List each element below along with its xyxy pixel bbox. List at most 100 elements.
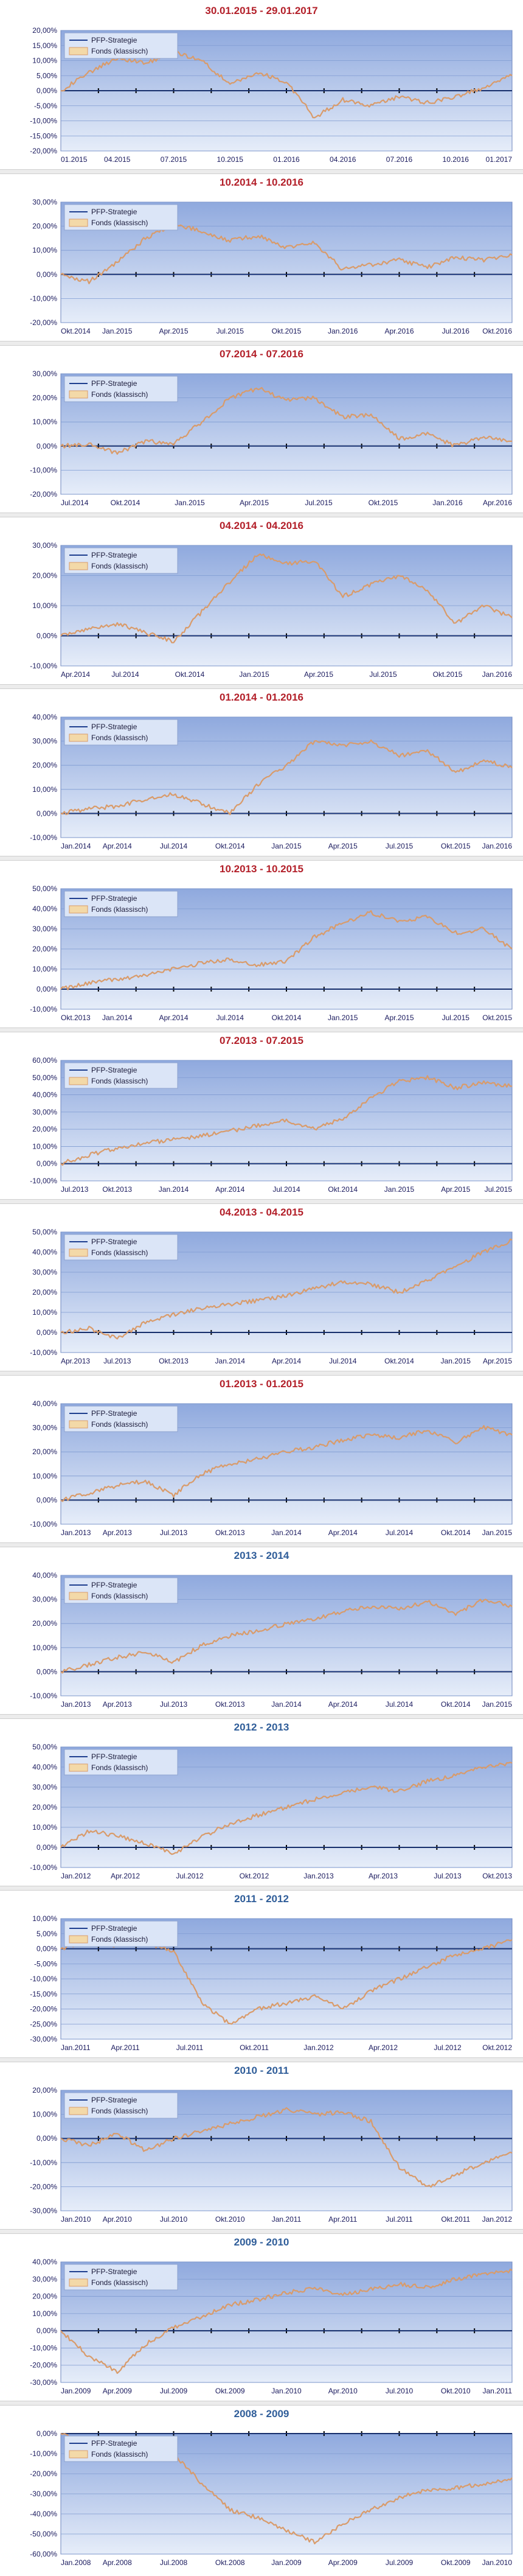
legend-swatch-fonds-klassisch bbox=[69, 2450, 88, 2459]
chart-svg: 30,00% 20,00% 10,00% 0,00% -10,00% -20,00% Jul… bbox=[30, 369, 513, 507]
series-line-fonds-klassisch bbox=[60, 50, 513, 119]
legend-label-pfp-strategie: PFP-Strategie bbox=[91, 1581, 137, 1589]
y-tick-label: 40,00% bbox=[32, 1091, 57, 1099]
y-tick-label: -10,00% bbox=[30, 117, 57, 125]
series-line-fonds-klassisch bbox=[60, 1238, 513, 1340]
legend-label-pfp-strategie: PFP-Strategie bbox=[91, 1237, 137, 1246]
y-tick-label: 30,00% bbox=[32, 198, 57, 206]
y-tick-label: 10,00% bbox=[32, 1472, 57, 1480]
y-tick-label: 20,00% bbox=[32, 2292, 57, 2301]
y-tick-label: 30,00% bbox=[32, 1424, 57, 1432]
panel-separator bbox=[0, 2057, 523, 2062]
y-tick-label: 30,00% bbox=[32, 737, 57, 746]
x-tick-label: 01.2015 bbox=[61, 155, 88, 164]
y-tick-label: 10,00% bbox=[32, 1308, 57, 1317]
legend-label-fonds-klassisch: Fonds (klassisch) bbox=[91, 1935, 148, 1944]
x-tick-label: Jan.2014 bbox=[159, 1185, 189, 1194]
legend-swatch-fonds-klassisch bbox=[69, 1592, 88, 1600]
legend-swatch-fonds-klassisch bbox=[69, 905, 88, 914]
x-tick-label: 07.2015 bbox=[161, 155, 187, 164]
legend-swatch-fonds-klassisch bbox=[69, 1420, 88, 1429]
x-tick-label: Jan.2013 bbox=[61, 1528, 91, 1537]
chart-title: 10.2014 - 10.2016 bbox=[219, 177, 303, 188]
legend-swatch-fonds-klassisch bbox=[69, 1935, 88, 1944]
chart-panel: 01.2013 - 01.2015 40,00% 30,00% 20,00% 10,00… bbox=[0, 1371, 523, 1545]
chart-panel: 2011 - 2012 10,00% 5,00% 0,00% -5,00% -10,00%… bbox=[0, 1886, 523, 2060]
x-tick-label: Apr.2011 bbox=[111, 2043, 139, 2052]
y-tick-label: -5,00% bbox=[34, 1959, 57, 1968]
chart-svg: 50,00% 40,00% 30,00% 20,00% 10,00% 0,00% -10,0… bbox=[30, 884, 513, 1022]
x-tick-label: Jul.2011 bbox=[386, 2215, 413, 2224]
y-tick-label: 0,00% bbox=[36, 632, 57, 640]
x-tick-label: Jul.2015 bbox=[216, 327, 244, 335]
legend-label-fonds-klassisch: Fonds (klassisch) bbox=[91, 2278, 148, 2287]
legend-label-fonds-klassisch: Fonds (klassisch) bbox=[91, 2450, 148, 2459]
y-tick-label: 30,00% bbox=[32, 541, 57, 550]
legend-swatch-fonds-klassisch bbox=[69, 2107, 88, 2115]
y-tick-label: 0,00% bbox=[36, 1843, 57, 1852]
y-tick-label: 10,00% bbox=[32, 601, 57, 610]
x-tick-label: 10.2016 bbox=[443, 155, 469, 164]
legend-label-pfp-strategie: PFP-Strategie bbox=[91, 551, 137, 559]
x-tick-label: Jan.2014 bbox=[271, 1700, 302, 1709]
chart-svg: 50,00% 40,00% 30,00% 20,00% 10,00% 0,00% -10,0… bbox=[30, 1743, 513, 1880]
x-tick-label: Jul.2013 bbox=[103, 1357, 131, 1365]
y-tick-label: 40,00% bbox=[32, 1571, 57, 1580]
x-tick-label: Okt.2011 bbox=[441, 2215, 470, 2224]
y-tick-label: -20,00% bbox=[30, 2469, 57, 2478]
x-tick-label: Apr.2011 bbox=[328, 2215, 357, 2224]
y-tick-label: -10,00% bbox=[30, 1520, 57, 1528]
x-tick-label: Jan.2011 bbox=[61, 2043, 91, 2052]
y-tick-label: 20,00% bbox=[32, 1447, 57, 1456]
x-tick-label: Jan.2008 bbox=[61, 2558, 91, 2567]
x-tick-label: Apr.2014 bbox=[328, 1700, 358, 1709]
x-tick-label: Jan.2014 bbox=[61, 842, 91, 850]
series-line-fonds-klassisch bbox=[60, 387, 512, 455]
y-tick-label: -10,00% bbox=[30, 1348, 57, 1357]
y-tick-label: 0,00% bbox=[36, 270, 57, 279]
x-tick-label: Apr.2012 bbox=[111, 1872, 140, 1880]
legend-swatch-fonds-klassisch bbox=[69, 47, 88, 55]
y-tick-label: 60,00% bbox=[32, 1056, 57, 1065]
series-line-fonds-klassisch bbox=[60, 2268, 513, 2374]
y-tick-label: -5,00% bbox=[34, 102, 57, 110]
series-line-fonds-klassisch bbox=[60, 1075, 513, 1166]
y-tick-label: 30,00% bbox=[32, 1268, 57, 1276]
y-tick-label: 10,00% bbox=[32, 57, 57, 65]
x-tick-label: Jan.2009 bbox=[61, 2387, 91, 2395]
x-tick-label: Jul.2011 bbox=[176, 2043, 204, 2052]
x-tick-label: Jul.2008 bbox=[160, 2558, 188, 2567]
y-tick-label: 0,00% bbox=[36, 1945, 57, 1953]
legend-label-pfp-strategie: PFP-Strategie bbox=[91, 894, 137, 903]
legend-label-fonds-klassisch: Fonds (klassisch) bbox=[91, 390, 148, 399]
y-tick-label: -30,00% bbox=[30, 2207, 57, 2215]
chart-svg: 40,00% 30,00% 20,00% 10,00% 0,00% -10,00% Jan.… bbox=[30, 713, 513, 850]
chart-svg: 30,00% 20,00% 10,00% 0,00% -10,00% Apr.2014 Ju… bbox=[30, 541, 513, 679]
y-tick-label: -60,00% bbox=[30, 2550, 57, 2558]
chart-svg: 30,00% 20,00% 10,00% 0,00% -10,00% -20,00% Okt… bbox=[30, 198, 513, 335]
x-tick-label: Apr.2013 bbox=[369, 1872, 398, 1880]
y-tick-label: 0,00% bbox=[36, 809, 57, 817]
y-tick-label: -25,00% bbox=[30, 2020, 57, 2028]
x-tick-label: Jul.2009 bbox=[160, 2387, 188, 2395]
x-tick-label: Jan.2013 bbox=[303, 1872, 334, 1880]
x-tick-label: Apr.2016 bbox=[483, 499, 512, 507]
x-tick-label: Jan.2016 bbox=[432, 499, 463, 507]
y-tick-label: 10,00% bbox=[32, 418, 57, 426]
x-tick-label: Jan.2011 bbox=[483, 2387, 513, 2395]
y-tick-label: -10,00% bbox=[30, 466, 57, 474]
x-tick-label: Apr.2016 bbox=[384, 327, 414, 335]
x-tick-label: Jan.2016 bbox=[328, 327, 358, 335]
y-tick-label: -15,00% bbox=[30, 1990, 57, 1998]
y-tick-label: 50,00% bbox=[32, 1073, 57, 1082]
y-tick-label: -10,00% bbox=[30, 1005, 57, 1013]
panel-separator bbox=[0, 1886, 523, 1891]
x-tick-label: Jan.2015 bbox=[328, 1013, 358, 1022]
x-tick-label: 10.2015 bbox=[217, 155, 244, 164]
x-tick-label: Okt.2014 bbox=[272, 1013, 302, 1022]
series-line-fonds-klassisch bbox=[60, 739, 513, 816]
legend-swatch-fonds-klassisch bbox=[69, 562, 88, 570]
x-tick-label: Okt.2013 bbox=[215, 1528, 245, 1537]
y-tick-label: 20,00% bbox=[32, 26, 57, 35]
chart-svg: 0,00% -10,00% -20,00% -30,00% -40,00% -50,00%… bbox=[30, 2429, 513, 2567]
